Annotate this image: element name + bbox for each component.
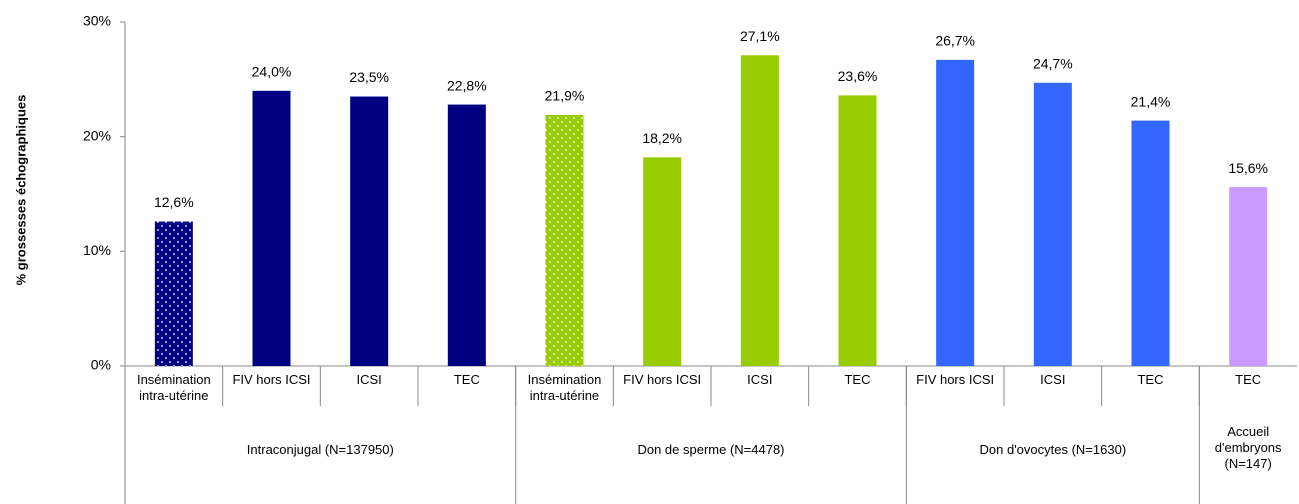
x-tick-label: FIV hors ICSI [623,372,702,387]
value-label: 12,6% [154,194,194,210]
x-tick-label: FIV hors ICSI [916,372,995,387]
y-tick-label: 30% [83,13,111,29]
x-tick-label-box: FIV hors ICSI [916,372,995,387]
y-tick-label: 0% [91,357,111,373]
x-tick-label: ICSI [356,372,382,387]
group-label: Accueil d'embryons (N=147) [1214,424,1282,471]
group-label: Don d'ovocytes (N=1630) [979,442,1127,457]
value-label: 15,6% [1228,160,1268,176]
group-label: Don de sperme (N=4478) [637,442,785,457]
value-label: 21,9% [545,88,585,104]
bar [643,157,682,366]
x-tick-label: Insémination intra-utérine [136,372,211,403]
bar [447,104,486,366]
value-label: 27,1% [740,28,780,44]
x-tick-label-box: TEC [1235,372,1262,387]
value-label: 22,8% [447,77,487,93]
bar [838,95,877,367]
bar [545,114,584,366]
group-label-box: Accueil d'embryons (N=147) [1214,424,1282,471]
x-tick-label-box: ICSI [356,372,382,387]
bar [740,55,779,367]
bar [936,59,975,367]
y-axis-title: % grossesses échographiques [13,95,28,286]
value-label: 24,7% [1033,55,1073,71]
value-label: 23,5% [349,69,389,85]
value-label: 24,0% [252,64,292,80]
x-tick-label-box: FIV hors ICSI [623,372,702,387]
x-tick-label-box: Insémination intra-utérine [527,372,602,403]
x-tick-label-box: ICSI [747,372,773,387]
value-label: 18,2% [642,130,682,146]
bar [1033,82,1072,367]
x-tick-label: TEC [844,372,871,387]
bar [350,96,389,367]
y-tick-label: 10% [83,242,111,258]
x-tick-label-box: TEC [453,372,480,387]
bar [1229,187,1268,366]
value-label: 23,6% [838,68,878,84]
group-label-box: Don d'ovocytes (N=1630) [979,442,1127,457]
x-tick-label: ICSI [1040,372,1066,387]
group-label: Intraconjugal (N=137950) [246,442,394,457]
x-tick-label: TEC [453,372,480,387]
x-tick-label-box: TEC [1137,372,1164,387]
bar [154,221,193,366]
x-tick-label-box: ICSI [1040,372,1066,387]
bar [1131,120,1170,366]
value-label: 21,4% [1131,93,1171,109]
x-tick-label: Insémination intra-utérine [527,372,602,403]
x-tick-label-box: TEC [844,372,871,387]
x-tick-label: TEC [1235,372,1262,387]
x-tick-label: TEC [1137,372,1164,387]
group-label-box: Don de sperme (N=4478) [637,442,785,457]
x-tick-label: ICSI [747,372,773,387]
bar [252,90,291,367]
x-tick-label-box: FIV hors ICSI [232,372,311,387]
y-tick-label: 20% [83,127,111,143]
group-label-box: Intraconjugal (N=137950) [246,442,394,457]
x-tick-label: FIV hors ICSI [232,372,311,387]
x-tick-label-box: Insémination intra-utérine [136,372,211,403]
value-label: 26,7% [935,33,975,49]
